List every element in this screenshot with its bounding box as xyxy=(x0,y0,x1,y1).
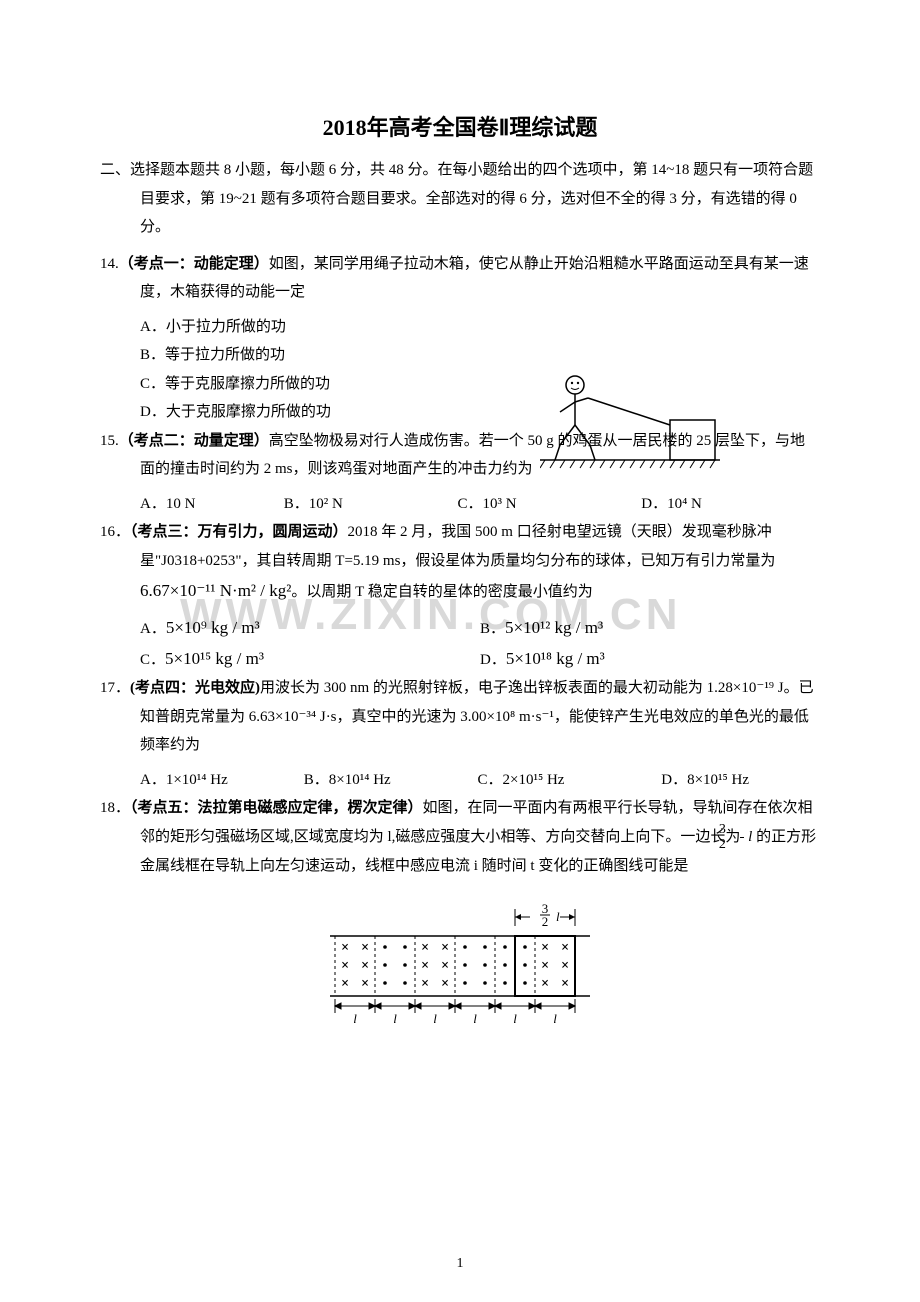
question-14: 14.（考点一：动能定理）如图，某同学用绳子拉动木箱，使它从静止开始沿粗糙水平路… xyxy=(100,250,820,307)
q16-num: 16． xyxy=(100,524,130,540)
q15-opt-b: B．10² N xyxy=(284,490,454,519)
svg-text:×: × xyxy=(421,940,429,955)
q14-num: 14. xyxy=(100,256,119,272)
q18-topic: （考点五：法拉第电磁感应定律，楞次定律） xyxy=(130,800,423,816)
svg-text:×: × xyxy=(361,976,369,991)
q16-opt-d: 5×10¹⁸ kg / m³ xyxy=(506,649,605,668)
page-number: 1 xyxy=(0,1256,920,1272)
q17-opt-c: C．2×10¹⁵ Hz xyxy=(478,766,658,795)
svg-text:l: l xyxy=(353,1011,357,1026)
q16-opt-a: 5×10⁹ kg / m³ xyxy=(166,618,260,637)
q16-g: 6.67×10⁻¹¹ N·m² / kg² xyxy=(140,581,291,600)
svg-text:2: 2 xyxy=(542,914,549,929)
q18-num: 18． xyxy=(100,800,130,816)
q15-opt-c: C．10³ N xyxy=(458,490,638,519)
q17-topic: (考点四：光电效应) xyxy=(130,680,260,696)
svg-text:×: × xyxy=(361,940,369,955)
q14-topic: （考点一：动能定理） xyxy=(119,256,269,272)
q15-num: 15. xyxy=(100,433,119,449)
svg-text:×: × xyxy=(561,976,569,991)
q16-topic: （考点三：万有引力，圆周运动） xyxy=(130,524,348,540)
q16-opt-c-label: C． xyxy=(140,652,165,668)
q17-opt-b: B．8×10¹⁴ Hz xyxy=(304,766,474,795)
q16-opt-b-label: B． xyxy=(480,621,505,637)
svg-text:×: × xyxy=(541,958,549,973)
q15-opt-a: A．10 N xyxy=(140,490,280,519)
question-15: 15.（考点二：动量定理）高空坠物极易对行人造成伤害。若一个 50 g 的鸡蛋从… xyxy=(100,427,820,484)
svg-text:×: × xyxy=(341,940,349,955)
svg-text:l: l xyxy=(556,909,560,924)
svg-text:×: × xyxy=(361,958,369,973)
q15-topic: （考点二：动量定理） xyxy=(119,433,269,449)
q17-opt-a: A．1×10¹⁴ Hz xyxy=(140,766,300,795)
question-18: 18．（考点五：法拉第电磁感应定律，楞次定律）如图，在同一平面内有两根平行长导轨… xyxy=(100,794,820,880)
svg-text:l: l xyxy=(553,1011,557,1026)
svg-text:l: l xyxy=(513,1011,517,1026)
svg-text:×: × xyxy=(541,976,549,991)
q16-opt-a-label: A． xyxy=(140,621,166,637)
svg-text:×: × xyxy=(541,940,549,955)
svg-text:×: × xyxy=(441,958,449,973)
q16-stem-b: 。以周期 T 稳定自转的星体的密度最小值约为 xyxy=(291,584,592,600)
q16-opt-b: 5×10¹² kg / m³ xyxy=(505,618,603,637)
q17-options: A．1×10¹⁴ Hz B．8×10¹⁴ Hz C．2×10¹⁵ Hz D．8×… xyxy=(100,766,820,795)
q16-options-row2: C．5×10¹⁵ kg / m³ D．5×10¹⁸ kg / m³ xyxy=(100,644,820,675)
svg-text:×: × xyxy=(561,958,569,973)
q15-opt-d: D．10⁴ N xyxy=(641,490,702,519)
q14-opt-b: B．等于拉力所做的功 xyxy=(100,341,820,370)
svg-text:×: × xyxy=(341,976,349,991)
svg-text:×: × xyxy=(421,976,429,991)
q16-options-row1: A．5×10⁹ kg / m³ B．5×10¹² kg / m³ xyxy=(100,613,820,644)
svg-text:×: × xyxy=(561,940,569,955)
svg-text:l: l xyxy=(473,1011,477,1026)
q17-num: 17． xyxy=(100,680,130,696)
question-17: 17．(考点四：光电效应)用波长为 300 nm 的光照射锌板，电子逸出锌板表面… xyxy=(100,674,820,760)
svg-text:×: × xyxy=(441,940,449,955)
page-title: 2018年高考全国卷Ⅱ理综试题 xyxy=(100,110,820,142)
svg-text:l: l xyxy=(393,1011,397,1026)
q16-opt-d-label: D． xyxy=(480,652,506,668)
svg-text:×: × xyxy=(421,958,429,973)
q15-options: A．10 N B．10² N C．10³ N D．10⁴ N xyxy=(100,490,820,519)
q18-figure: 3 2 l xyxy=(320,901,600,1031)
q17-opt-d: D．8×10¹⁵ Hz xyxy=(661,766,749,795)
q16-opt-c: 5×10¹⁵ kg / m³ xyxy=(165,649,264,668)
question-16: 16．（考点三：万有引力，圆周运动）2018 年 2 月，我国 500 m 口径… xyxy=(100,518,820,607)
q14-opt-a: A．小于拉力所做的功 xyxy=(100,313,820,342)
svg-text:×: × xyxy=(341,958,349,973)
svg-text:×: × xyxy=(441,976,449,991)
section-instructions: 二、选择题本题共 8 小题，每小题 6 分，共 48 分。在每小题给出的四个选项… xyxy=(100,156,820,242)
svg-text:l: l xyxy=(433,1011,437,1026)
